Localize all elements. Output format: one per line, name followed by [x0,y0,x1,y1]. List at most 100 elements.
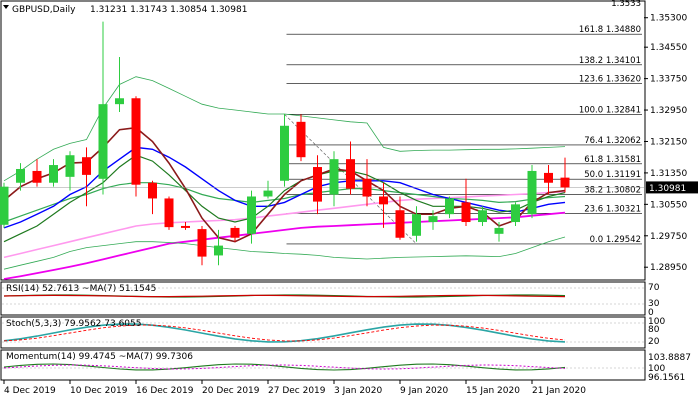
candle-body-22 [362,178,372,197]
time-tick-label-4: 27 Dec 2019 [268,386,326,396]
time-axis: 4 Dec 2019 10 Dec 2019 16 Dec 2019 20 Dec 2… [3,380,586,396]
ma-pink-line [3,191,566,259]
momentum-level-high: 103.8887 [648,353,691,363]
rsi-panel-frame [0,281,646,316]
candle-body-21 [346,159,355,189]
momentum-ma-line [3,364,566,370]
bollinger-lower-line [3,236,566,270]
candle-body-34 [560,177,570,188]
candle-body-20 [329,159,339,195]
ohlc-values: 1.31231 1.31743 1.30854 1.30981 [90,5,247,15]
candle-body-27 [445,198,454,215]
sub-indicators [2,287,644,371]
candle-body-1 [16,168,25,183]
time-tick-label-7: 15 Jan 2020 [466,386,520,396]
collapse-triangle-icon[interactable] [3,5,9,9]
fib-top-partial: 1.3533 [611,0,641,9]
candle-body-5 [82,157,91,175]
momentum-level-low: 96.1561 [648,373,685,383]
candle-body-4 [65,155,75,177]
fib-label-9: 161.8 1.34880 [579,25,641,35]
fib-label-0: 100.0 1.32841 [579,105,641,115]
fib-label-4: 38.2 1.30802 [584,185,641,195]
candle-body-31 [511,204,520,223]
candle-body-30 [494,227,504,234]
momentum-label: Momentum(14) 99.4745 ~MA(7) 99.7306 [6,352,193,362]
candles [0,21,570,266]
candle-body-7 [115,98,124,105]
rsi-ma-line [3,294,566,298]
candle-body-23 [379,196,388,205]
fib-label-6: 0.0 1.29542 [590,235,641,245]
candle-body-24 [395,210,405,238]
stoch-main-line [3,323,566,343]
candle-body-25 [412,214,421,236]
time-tick-label-8: 21 Jan 2020 [532,386,586,396]
candle-body-28 [461,202,471,223]
price-tick-label-1: 1.34550 [650,43,687,53]
ma-blue-line [3,146,566,229]
price-tick-label-2: 1.33750 [650,75,687,85]
price-tick-label-5: 1.31350 [650,169,687,179]
stoch-label: Stoch(5,3,3) 79.9562 73.6055 [6,319,141,329]
momentum-level-100: 100 [648,364,665,374]
ma-green-line [3,154,566,243]
time-tick-label-5: 3 Jan 2020 [334,386,382,396]
candle-body-11 [181,225,190,228]
stoch-level-20: 20 [648,337,660,347]
candle-body-26 [428,216,438,223]
candle-body-19 [313,167,322,202]
candle-body-3 [49,165,58,183]
candle-body-8 [131,98,141,185]
stoch-level-80: 80 [648,325,660,335]
candle-body-9 [148,182,157,199]
stoch-level-100: 100 [648,317,665,327]
bollinger-mid-line [3,182,566,223]
rsi-label: RSI(14) 52.7613 ~MA(7) 51.1545 [6,284,156,294]
candle-body-13 [214,245,223,256]
rsi-level-0: 0 [648,308,654,318]
time-tick-label-0: 4 Dec 2019 [4,386,56,396]
chart-title: GBPUSD,Daily [12,5,76,15]
stoch-signal-line [3,324,566,342]
momentum-panel-frame [0,349,646,381]
candle-body-12 [197,229,207,257]
candle-body-29 [478,210,487,223]
price-axis: 1.35300 1.34550 1.33750 1.32950 1.32150 1.313… [644,14,687,273]
candle-body-15 [247,196,256,234]
current-price-badge: 1.30981 [646,181,698,194]
price-tick-label-7: 1.29750 [650,232,687,242]
candle-body-10 [164,198,174,228]
candle-body-2 [32,170,42,183]
candle-body-6 [98,104,108,179]
price-tick-label-8: 1.28950 [650,263,687,273]
momentum-line [3,363,566,371]
time-tick-label-3: 20 Dec 2019 [202,386,260,396]
fib-label-1: 76.4 1.32062 [584,136,641,146]
candle-body-17 [280,125,289,181]
fib-label-5: 23.6 1.30321 [584,204,641,214]
fib-label-2: 61.8 1.31581 [584,155,641,165]
current-price-label: 1.30981 [649,184,686,194]
main-panel-frame [0,0,646,281]
candle-body-18 [296,121,306,158]
candle-body-0 [0,186,9,225]
time-tick-label-2: 16 Dec 2019 [136,386,194,396]
fib-label-7: 123.6 1.33620 [579,75,641,85]
price-tick-label-0: 1.35300 [650,14,687,24]
fib-label-3: 50.0 1.31191 [584,170,641,180]
stoch-panel-frame [0,316,646,349]
indicator-lines [2,76,644,280]
candle-body-32 [527,170,537,215]
price-tick-label-6: 1.30550 [650,200,687,210]
price-tick-label-4: 1.32150 [650,137,687,147]
rsi-level-70: 70 [648,283,660,293]
price-tick-label-3: 1.32950 [650,106,687,116]
ma-fast-line [3,126,566,243]
ma-magenta-line [3,211,566,280]
candle-body-16 [263,190,273,197]
title-block: GBPUSD,Daily 1.31231 1.31743 1.30854 1.3… [3,5,247,15]
fib-label-8: 138.2 1.34101 [579,56,641,66]
time-tick-label-6: 9 Jan 2020 [400,386,448,396]
